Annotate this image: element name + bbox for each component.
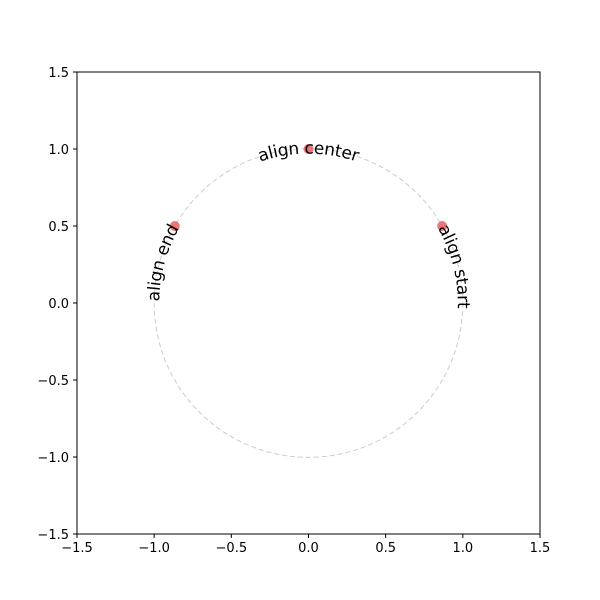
curved-label: align end [144,221,183,302]
y-tick-label: 0.5 [48,220,69,235]
y-tick-label: −1.0 [37,451,69,466]
point [169,221,180,231]
x-tick-label: −1.0 [138,541,170,556]
x-tick-label: 0.5 [375,541,396,556]
point [437,221,448,231]
curved-label-text: align end [144,221,183,302]
curved-label: align start [433,221,472,309]
curved-label-text: align center [256,139,362,167]
x-tick-label: 1.0 [452,541,473,556]
y-tick-label: 1.0 [48,143,69,158]
x-tick-label: −0.5 [216,541,248,556]
x-tick-label: 0.0 [298,541,319,556]
point [303,144,314,154]
guide-circle [153,148,464,458]
y-tick-label: 0.0 [48,297,69,312]
curved-label: align center [256,139,362,167]
y-tick-label: −1.5 [37,528,69,543]
x-tick-label: −1.5 [61,541,93,556]
y-tick-label: 1.5 [48,66,69,81]
curved-label-text: align start [433,221,472,309]
y-tick-label: −0.5 [37,374,69,389]
x-tick-label: 1.5 [530,541,551,556]
